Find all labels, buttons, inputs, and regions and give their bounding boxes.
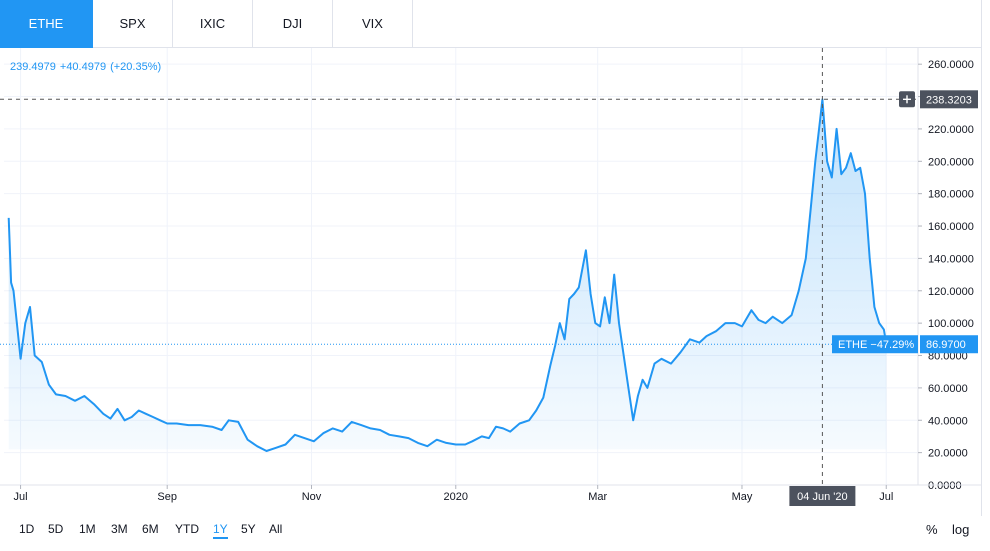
y-tick-label: 140.0000 bbox=[928, 253, 974, 265]
y-tick-label: 100.0000 bbox=[928, 318, 974, 330]
y-tick-label: 200.0000 bbox=[928, 156, 974, 168]
crosshair-price-bg bbox=[920, 90, 978, 109]
y-tick-label: 220.0000 bbox=[928, 124, 974, 136]
legend-value: 239.4979 bbox=[10, 61, 56, 73]
symbol-tabs: ETHE SPX IXIC DJI VIX bbox=[0, 0, 413, 48]
series-legend: 239.4979 +40.4979 (+20.35%) bbox=[10, 61, 161, 73]
x-tick-label: Sep bbox=[157, 491, 177, 503]
last-price-value-bg bbox=[920, 335, 978, 354]
price-line bbox=[7, 98, 888, 452]
x-tick-label: Jul bbox=[14, 491, 28, 503]
tabs-filler bbox=[410, 0, 982, 48]
y-tick-label: 160.0000 bbox=[928, 221, 974, 233]
legend-change-pct: (+20.35%) bbox=[110, 61, 162, 73]
range-ytd[interactable]: YTD bbox=[175, 522, 199, 536]
log-toggle[interactable]: log bbox=[952, 522, 970, 537]
range-1y[interactable]: 1Y bbox=[213, 522, 228, 539]
range-5d[interactable]: 5D bbox=[48, 522, 64, 536]
tab-dji[interactable]: DJI bbox=[253, 0, 333, 48]
y-tick-label: 60.0000 bbox=[928, 383, 968, 395]
y-tick-label: 20.0000 bbox=[928, 448, 968, 460]
price-axis: 0.0000 20.0000 40.0000 60.0000 80.0000 100.00… bbox=[917, 48, 974, 492]
range-all[interactable]: All bbox=[269, 522, 283, 536]
tab-vix[interactable]: VIX bbox=[333, 0, 413, 48]
crosshair-date-label: 04 Jun '20 bbox=[789, 486, 856, 506]
y-tick-label: 40.0000 bbox=[928, 415, 968, 427]
x-tick-label: May bbox=[732, 491, 753, 503]
last-price-labels: ETHE −47.29% 86.9700 bbox=[832, 335, 978, 354]
time-axis: Jul Sep Nov 2020 Mar May Jul bbox=[0, 484, 982, 503]
y-tick-label: 80.0000 bbox=[928, 351, 968, 363]
tab-spx[interactable]: SPX bbox=[93, 0, 173, 48]
last-price-value: 86.9700 bbox=[926, 339, 966, 351]
tab-ixic[interactable]: IXIC bbox=[173, 0, 253, 48]
y-tick-label: 0.0000 bbox=[928, 480, 962, 492]
range-3m[interactable]: 3M bbox=[111, 522, 128, 536]
x-tick-label: Nov bbox=[302, 491, 322, 503]
x-tick-label: Mar bbox=[588, 491, 607, 503]
last-price-symbol-bg bbox=[832, 335, 918, 354]
chart-frame bbox=[0, 48, 982, 516]
range-1d[interactable]: 1D bbox=[19, 522, 35, 536]
range-6m[interactable]: 6M bbox=[142, 522, 159, 536]
crosshair-price-text: 238.3203 bbox=[926, 94, 972, 106]
range-1m[interactable]: 1M bbox=[79, 522, 96, 536]
x-tick-label: 2020 bbox=[444, 491, 468, 503]
price-area bbox=[8, 99, 887, 452]
crosshair-date-bg bbox=[789, 486, 856, 506]
crosshair-date-text: 04 Jun '20 bbox=[797, 491, 847, 503]
percent-toggle[interactable]: % bbox=[926, 522, 938, 537]
y-tick-label: 180.0000 bbox=[928, 189, 974, 201]
y-tick-label: 120.0000 bbox=[928, 286, 974, 298]
legend-change: +40.4979 bbox=[59, 61, 107, 73]
tab-ethe[interactable]: ETHE bbox=[0, 0, 93, 48]
last-price-symbol: ETHE −47.29% bbox=[838, 339, 914, 351]
price-chart[interactable]: 0.0000 20.0000 40.0000 60.0000 80.0000 100.00… bbox=[0, 0, 990, 516]
crosshair-price-label: 238.3203 bbox=[899, 90, 978, 109]
y-tick-label: 260.0000 bbox=[928, 59, 974, 71]
range-5y[interactable]: 5Y bbox=[241, 522, 256, 536]
x-tick-label: Jul bbox=[879, 491, 893, 503]
